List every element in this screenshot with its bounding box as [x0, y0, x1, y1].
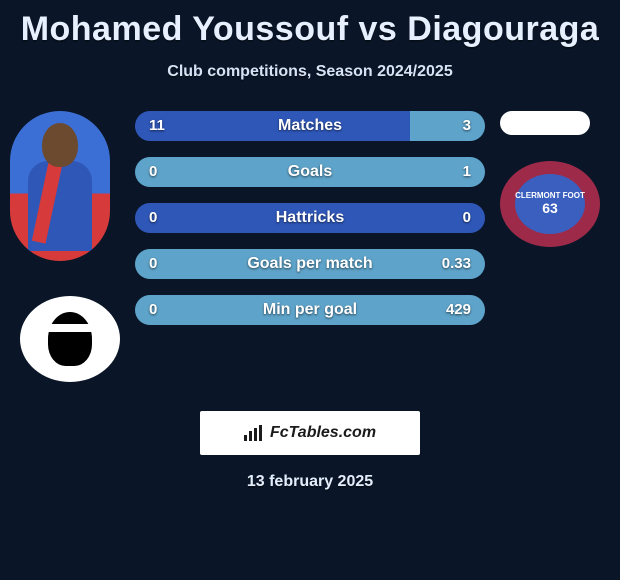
page-title: Mohamed Youssouf vs Diagouraga: [0, 0, 620, 49]
stat-bar-fill-left: [135, 111, 410, 141]
comparison-panel: CLERMONT FOOT 63 113Matches 01Goals 00Hatt…: [0, 111, 620, 411]
watermark-text: FcTables.com: [270, 424, 376, 442]
stat-bar-fill-right: [135, 157, 485, 187]
player-left-avatar: [10, 111, 110, 261]
stat-bar: 00.33Goals per match: [135, 249, 485, 279]
stat-bar-fill-right: [135, 249, 485, 279]
stat-bar-fill-right: [410, 111, 485, 141]
stat-bar: 01Goals: [135, 157, 485, 187]
watermark: FcTables.com: [200, 411, 420, 455]
club-right-crest: CLERMONT FOOT 63: [500, 161, 600, 247]
player-right-avatar-placeholder: [500, 111, 590, 135]
stat-bar: 00Hattricks: [135, 203, 485, 233]
subtitle: Club competitions, Season 2024/2025: [0, 63, 620, 81]
stat-bars: 113Matches 01Goals 00Hattricks 00.33Goals p…: [135, 111, 485, 341]
club-left-crest: [20, 296, 120, 382]
stat-bar: 113Matches: [135, 111, 485, 141]
stat-bar-fill-left: [135, 203, 485, 233]
stat-bar: 0429Min per goal: [135, 295, 485, 325]
date-text: 13 february 2025: [0, 473, 620, 491]
crest-right-number: 63: [542, 201, 558, 216]
chart-icon: [244, 425, 264, 441]
stat-bar-fill-right: [135, 295, 485, 325]
